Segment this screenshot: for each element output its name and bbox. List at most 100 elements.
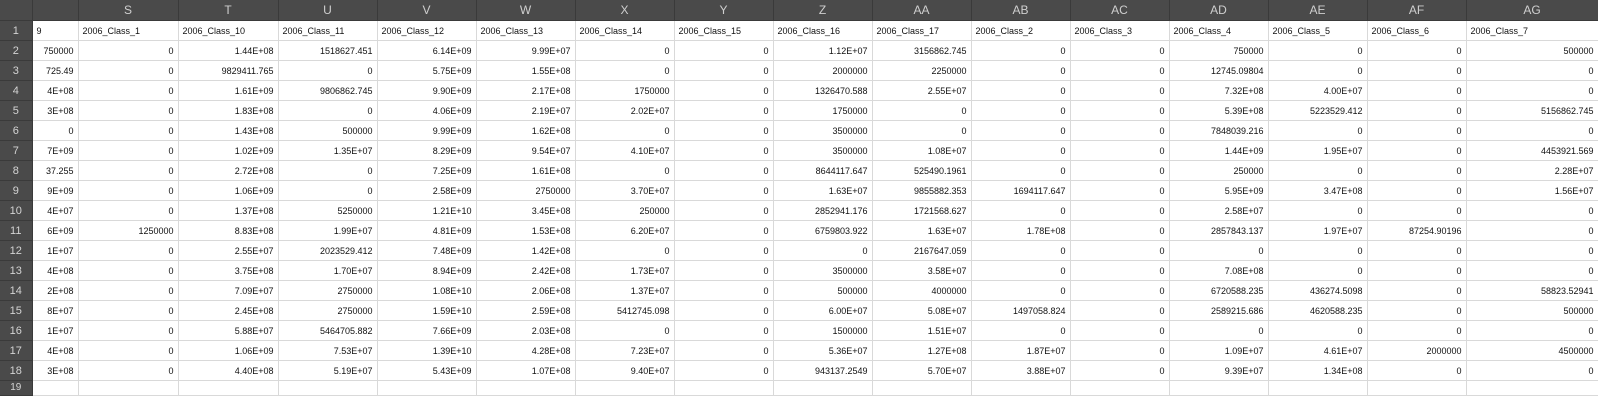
data-cell[interactable]: 0 xyxy=(1466,320,1598,341)
data-cell[interactable]: 0 xyxy=(674,80,774,101)
data-cell[interactable]: 7.25E+09 xyxy=(377,160,477,181)
data-cell[interactable]: 1250000 xyxy=(78,220,179,241)
data-cell[interactable]: 0 xyxy=(78,180,179,201)
data-cell[interactable]: 1.63E+07 xyxy=(872,220,972,241)
data-cell[interactable]: 2167647.059 xyxy=(872,240,972,261)
header-cell[interactable]: 2006_Class_5 xyxy=(1268,20,1368,41)
data-cell[interactable]: 0 xyxy=(78,260,179,281)
data-cell[interactable]: 2.02E+07 xyxy=(575,100,675,121)
data-cell[interactable]: 1.09E+07 xyxy=(1169,340,1269,361)
data-cell[interactable]: 4000000 xyxy=(872,280,972,301)
data-cell[interactable]: 7.48E+09 xyxy=(377,240,477,261)
data-cell[interactable]: 4453921.569 xyxy=(1466,140,1598,161)
data-cell[interactable] xyxy=(1466,380,1598,396)
data-cell[interactable] xyxy=(78,380,179,396)
data-cell[interactable]: 0 xyxy=(971,320,1071,341)
data-cell[interactable]: 1.06E+09 xyxy=(178,180,279,201)
data-cell[interactable]: 250000 xyxy=(575,200,675,221)
data-cell[interactable]: 1.73E+07 xyxy=(575,260,675,281)
data-cell[interactable] xyxy=(575,380,675,396)
data-cell[interactable]: 5.19E+07 xyxy=(278,360,378,381)
data-cell[interactable]: 0 xyxy=(1070,220,1170,241)
data-cell[interactable]: 4E+07 xyxy=(32,200,79,221)
data-cell[interactable]: 0 xyxy=(1070,240,1170,261)
data-cell[interactable]: 0 xyxy=(78,100,179,121)
data-cell[interactable] xyxy=(971,380,1071,396)
data-cell[interactable]: 8E+07 xyxy=(32,300,79,321)
data-cell[interactable]: 0 xyxy=(773,240,873,261)
data-cell[interactable]: 1.51E+07 xyxy=(872,320,972,341)
data-cell[interactable]: 0 xyxy=(575,160,675,181)
data-cell[interactable]: 0 xyxy=(1367,200,1467,221)
data-cell[interactable]: 2250000 xyxy=(872,60,972,81)
data-cell[interactable]: 3.88E+07 xyxy=(971,360,1071,381)
data-cell[interactable]: 0 xyxy=(1070,340,1170,361)
data-cell[interactable]: 2000000 xyxy=(773,60,873,81)
data-cell[interactable]: 1.35E+07 xyxy=(278,140,378,161)
data-cell[interactable]: 6.14E+09 xyxy=(377,40,477,61)
row-header[interactable]: 8 xyxy=(0,160,33,181)
header-cell[interactable]: 2006_Class_16 xyxy=(773,20,873,41)
data-cell[interactable]: 0 xyxy=(1268,160,1368,181)
data-cell[interactable]: 9.40E+07 xyxy=(575,360,675,381)
data-cell[interactable]: 1694117.647 xyxy=(971,180,1071,201)
data-cell[interactable]: 5.95E+09 xyxy=(1169,180,1269,201)
row-header[interactable]: 10 xyxy=(0,200,33,221)
data-cell[interactable]: 5.39E+08 xyxy=(1169,100,1269,121)
data-cell[interactable]: 5156862.745 xyxy=(1466,100,1598,121)
header-cell[interactable]: 2006_Class_10 xyxy=(178,20,279,41)
data-cell[interactable]: 7848039.216 xyxy=(1169,120,1269,141)
data-cell[interactable]: 2857843.137 xyxy=(1169,220,1269,241)
row-header[interactable]: 15 xyxy=(0,300,33,321)
data-cell[interactable]: 0 xyxy=(1268,260,1368,281)
data-cell[interactable]: 0 xyxy=(278,60,378,81)
data-cell[interactable]: 9.39E+07 xyxy=(1169,360,1269,381)
data-cell[interactable]: 1.07E+08 xyxy=(476,360,576,381)
data-cell[interactable]: 1.12E+07 xyxy=(773,40,873,61)
column-header-partial[interactable] xyxy=(32,0,79,21)
data-cell[interactable]: 1497058.824 xyxy=(971,300,1071,321)
data-cell[interactable]: 9E+09 xyxy=(32,180,79,201)
data-cell[interactable]: 7.23E+07 xyxy=(575,340,675,361)
data-cell[interactable]: 750000 xyxy=(32,40,79,61)
data-cell[interactable]: 0 xyxy=(1466,120,1598,141)
data-cell[interactable]: 3.70E+07 xyxy=(575,180,675,201)
data-cell[interactable]: 0 xyxy=(1268,200,1368,221)
data-cell[interactable]: 0 xyxy=(78,80,179,101)
data-cell[interactable]: 1.39E+10 xyxy=(377,340,477,361)
data-cell[interactable]: 0 xyxy=(1367,60,1467,81)
data-cell[interactable]: 0 xyxy=(674,200,774,221)
data-cell[interactable]: 0 xyxy=(971,260,1071,281)
row-header[interactable]: 2 xyxy=(0,40,33,61)
data-cell[interactable]: 2023529.412 xyxy=(278,240,378,261)
row-header[interactable]: 5 xyxy=(0,100,33,121)
data-cell[interactable]: 0 xyxy=(78,340,179,361)
data-cell[interactable]: 500000 xyxy=(1466,40,1598,61)
data-cell[interactable]: 0 xyxy=(674,240,774,261)
header-cell[interactable]: 2006_Class_17 xyxy=(872,20,972,41)
data-cell[interactable]: 0 xyxy=(971,140,1071,161)
data-cell[interactable]: 1.21E+10 xyxy=(377,200,477,221)
data-cell[interactable]: 0 xyxy=(1070,360,1170,381)
data-cell[interactable]: 0 xyxy=(1268,60,1368,81)
data-cell[interactable]: 7.09E+07 xyxy=(178,280,279,301)
data-cell[interactable]: 0 xyxy=(1070,180,1170,201)
data-cell[interactable]: 2.42E+08 xyxy=(476,260,576,281)
data-cell[interactable]: 1.34E+08 xyxy=(1268,360,1368,381)
data-cell[interactable]: 0 xyxy=(78,280,179,301)
data-cell[interactable]: 0 xyxy=(971,40,1071,61)
data-cell[interactable]: 1.53E+08 xyxy=(476,220,576,241)
data-cell[interactable]: 0 xyxy=(1169,240,1269,261)
data-cell[interactable]: 2750000 xyxy=(278,280,378,301)
data-cell[interactable]: 0 xyxy=(278,180,378,201)
data-cell[interactable]: 0 xyxy=(32,120,79,141)
data-cell[interactable]: 0 xyxy=(1466,240,1598,261)
data-cell[interactable]: 4.40E+08 xyxy=(178,360,279,381)
data-cell[interactable]: 1.27E+08 xyxy=(872,340,972,361)
data-cell[interactable]: 0 xyxy=(971,80,1071,101)
row-header[interactable]: 12 xyxy=(0,240,33,261)
data-cell[interactable] xyxy=(674,380,774,396)
data-cell[interactable]: 0 xyxy=(78,140,179,161)
data-cell[interactable]: 3.58E+07 xyxy=(872,260,972,281)
data-cell[interactable]: 1.44E+08 xyxy=(178,40,279,61)
